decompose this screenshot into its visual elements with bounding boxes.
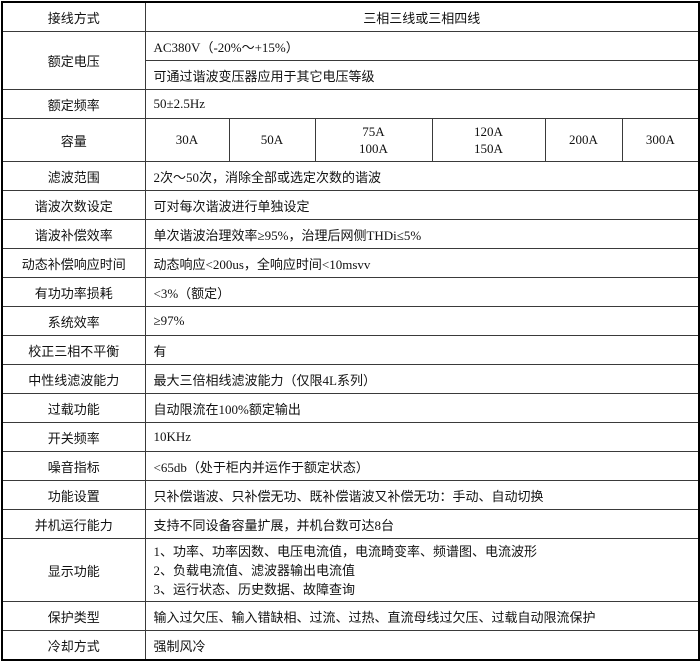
row-value: 最大三倍相线滤波能力（仅限4L系列）	[144, 364, 700, 394]
row-value: 可对每次谐波进行单独设定	[144, 190, 700, 220]
capacity-cell: 120A 150A	[431, 118, 546, 162]
row-label: 额定电压	[1, 31, 146, 90]
row-label: 系统效率	[1, 306, 146, 336]
row-harmonic-order-setting: 谐波次数设定 可对每次谐波进行单独设定	[1, 190, 700, 220]
row-three-phase-unbalance: 校正三相不平衡 有	[1, 335, 700, 365]
capacity-line: 120A	[474, 124, 503, 139]
row-label: 滤波范围	[1, 161, 146, 191]
row-harmonic-efficiency: 谐波补偿效率 单次谐波治理效率≥95%，治理后网侧THDi≤5%	[1, 219, 700, 249]
row-filter-range: 滤波范围 2次～50次，消除全部或选定次数的谐波	[1, 161, 700, 191]
row-response-time: 动态补偿响应时间 动态响应<200us，全响应时间<10msvv	[1, 248, 700, 278]
row-switching-frequency: 开关频率 10KHz	[1, 422, 700, 452]
row-value: 2次～50次，消除全部或选定次数的谐波	[144, 161, 700, 191]
row-value: 支持不同设备容量扩展，并机台数可达8台	[144, 509, 700, 539]
row-neutral-filter-capability: 中性线滤波能力 最大三倍相线滤波能力（仅限4L系列）	[1, 364, 700, 394]
capacity-cell: 75A 100A	[314, 118, 433, 162]
display-line: 3、运行状态、历史数据、故障查询	[153, 581, 356, 597]
row-label: 接线方式	[1, 1, 146, 32]
row-value: 输入过欠压、输入错缺相、过流、过热、直流母线过欠压、过载自动限流保护	[144, 601, 700, 631]
row-label: 噪音指标	[1, 451, 146, 481]
row-protection-type: 保护类型 输入过欠压、输入错缺相、过流、过热、直流母线过欠压、过载自动限流保护	[1, 601, 700, 631]
row-active-power-loss: 有功功率损耗 <3%（额定）	[1, 277, 700, 307]
capacity-cell: 30A	[144, 118, 230, 162]
row-value: ≥97%	[144, 306, 700, 336]
row-value: 可通过谐波变压器应用于其它电压等级	[144, 60, 700, 90]
row-value: 动态响应<200us，全响应时间<10msvv	[144, 248, 700, 278]
row-value: 三相三线或三相四线	[144, 1, 700, 32]
row-rated-frequency: 额定频率 50±2.5Hz	[1, 89, 700, 119]
row-label: 容量	[1, 118, 146, 162]
row-rated-voltage-1: 额定电压 AC380V（-20%～+15%）	[1, 31, 700, 90]
row-system-efficiency: 系统效率 ≥97%	[1, 306, 700, 336]
capacity-cell: 200A	[544, 118, 623, 162]
row-label: 校正三相不平衡	[1, 335, 146, 365]
row-noise-index: 噪音指标 <65db（处于柜内并运作于额定状态）	[1, 451, 700, 481]
display-line: 2、负载电流值、滤波器输出电流值	[153, 562, 356, 578]
row-wiring-method: 接线方式 三相三线或三相四线	[1, 1, 700, 32]
row-value: 50±2.5Hz	[144, 89, 700, 119]
row-capacity: 容量 30A 50A 75A 100A 120A 150A 200A 300A	[1, 118, 700, 162]
row-value: AC380V（-20%～+15%）	[144, 31, 700, 61]
capacity-cell: 50A	[228, 118, 316, 162]
row-label: 显示功能	[1, 538, 146, 602]
row-overload-function: 过载功能 自动限流在100%额定输出	[1, 393, 700, 423]
row-label: 过载功能	[1, 393, 146, 423]
row-label: 中性线滤波能力	[1, 364, 146, 394]
row-value: 自动限流在100%额定输出	[144, 393, 700, 423]
row-function-settings: 功能设置 只补偿谐波、只补偿无功、既补偿谐波又补偿无功：手动、自动切换	[1, 480, 700, 510]
row-display-function: 显示功能 1、功率、功率因数、电压电流值，电流畸变率、频谱图、电流波形 2、负载…	[1, 538, 700, 602]
row-label: 谐波补偿效率	[1, 219, 146, 249]
row-label: 功能设置	[1, 480, 146, 510]
row-parallel-operation: 并机运行能力 支持不同设备容量扩展，并机台数可达8台	[1, 509, 700, 539]
capacity-cell: 300A	[621, 118, 700, 162]
row-value: 只补偿谐波、只补偿无功、既补偿谐波又补偿无功：手动、自动切换	[144, 480, 700, 510]
display-line: 1、功率、功率因数、电压电流值，电流畸变率、频谱图、电流波形	[153, 543, 538, 559]
row-label: 开关频率	[1, 422, 146, 452]
row-value: 10KHz	[144, 422, 700, 452]
row-label: 额定频率	[1, 89, 146, 119]
row-value: 有	[144, 335, 700, 365]
row-label: 动态补偿响应时间	[1, 248, 146, 278]
row-label: 有功功率损耗	[1, 277, 146, 307]
row-value: 强制风冷	[144, 630, 700, 661]
capacity-line: 100A	[359, 141, 388, 156]
row-label: 冷却方式	[1, 630, 146, 661]
row-value: 1、功率、功率因数、电压电流值，电流畸变率、频谱图、电流波形 2、负载电流值、滤…	[144, 538, 700, 602]
row-value: <3%（额定）	[144, 277, 700, 307]
capacity-line: 75A	[362, 124, 385, 139]
row-cooling-method: 冷却方式 强制风冷	[1, 630, 700, 661]
row-label: 并机运行能力	[1, 509, 146, 539]
row-value: 单次谐波治理效率≥95%，治理后网侧THDi≤5%	[144, 219, 700, 249]
capacity-line: 150A	[474, 141, 503, 156]
row-rated-voltage-2: 可通过谐波变压器应用于其它电压等级	[2, 60, 700, 90]
row-label: 保护类型	[1, 601, 146, 631]
row-value: <65db（处于柜内并运作于额定状态）	[144, 451, 700, 481]
row-label: 谐波次数设定	[1, 190, 146, 220]
